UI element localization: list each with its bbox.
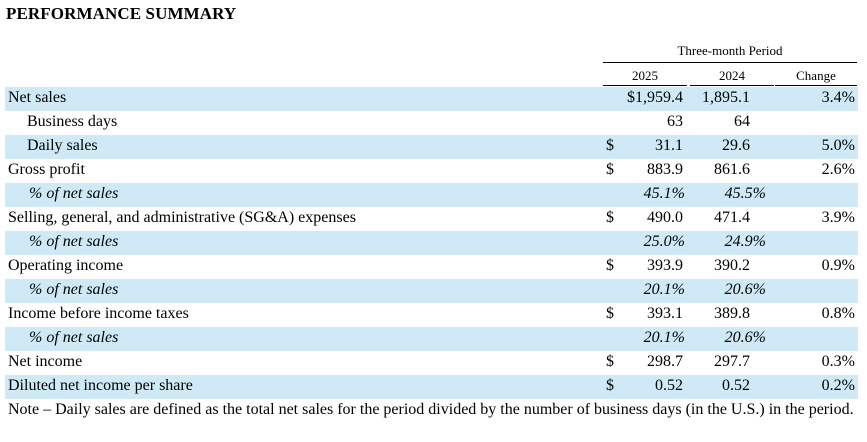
table-row: Gross profit $ 883.9 861.6 2.6% [5, 159, 858, 183]
row-label: Gross profit [8, 161, 85, 178]
dollar-sign: $ [606, 305, 614, 322]
value-2025: 393.9 [647, 257, 683, 274]
column-underline-2024 [690, 85, 774, 86]
column-underline-2025 [603, 85, 687, 86]
value-2024: 390.2 [714, 257, 750, 274]
row-label: % of net sales [29, 233, 119, 250]
row-label: Net sales [8, 89, 67, 106]
value-2025: 298.7 [647, 353, 683, 370]
table-row: % of net sales 20.1% 20.6% [5, 327, 858, 351]
value-2024: 29.6 [722, 137, 750, 154]
row-label: Selling, general, and administrative (SG… [8, 209, 356, 226]
table-row: Selling, general, and administrative (SG… [5, 207, 858, 231]
value-2024: 64 [734, 113, 750, 130]
table-row: % of net sales 45.1% 45.5% [5, 183, 858, 207]
row-label: Operating income [8, 257, 124, 274]
value-2024: 20.6% [724, 281, 766, 298]
value-2025: 393.1 [647, 305, 683, 322]
table-row: Diluted net income per share $ 0.52 0.52… [5, 375, 858, 399]
value-2025: 63 [667, 113, 683, 130]
value-2024: 0.52 [722, 377, 750, 394]
footnote: Note – Daily sales are defined as the to… [8, 401, 854, 418]
value-2024: 389.8 [714, 305, 750, 322]
table-row: Net income $ 298.7 297.7 0.3% [5, 351, 858, 375]
period-divider [603, 62, 857, 63]
row-label: % of net sales [29, 329, 119, 346]
column-underline-change [775, 85, 857, 86]
column-header-2025: 2025 [632, 68, 658, 83]
row-label: % of net sales [29, 281, 119, 298]
value-2024: 297.7 [714, 353, 750, 370]
value-2025: 31.1 [655, 137, 683, 154]
value-2024: 1,895.1 [702, 89, 750, 106]
value-change: 5.0% [821, 137, 855, 154]
row-label: Diluted net income per share [8, 377, 193, 394]
dollar-sign: $ [606, 257, 614, 274]
value-2024: 20.6% [724, 329, 766, 346]
value-2025: 20.1% [643, 281, 685, 298]
value-2025: $1,959.4 [627, 89, 683, 106]
value-2025: 0.52 [655, 377, 683, 394]
table-row: % of net sales 20.1% 20.6% [5, 279, 858, 303]
table-row: Daily sales $ 31.1 29.6 5.0% [5, 135, 858, 159]
value-change: 3.9% [821, 209, 855, 226]
value-change: 0.3% [821, 353, 855, 370]
page-title: PERFORMANCE SUMMARY [6, 4, 237, 23]
value-change: 2.6% [821, 161, 855, 178]
period-header: Three-month Period [677, 43, 783, 58]
summary-table: Net sales $1,959.4 1,895.1 3.4% Business… [5, 87, 858, 399]
table-row: Operating income $ 393.9 390.2 0.9% [5, 255, 858, 279]
value-2024: 471.4 [714, 209, 750, 226]
table-row: % of net sales 25.0% 24.9% [5, 231, 858, 255]
table-row: Business days 63 64 [5, 111, 858, 135]
value-change: 0.9% [821, 257, 855, 274]
table-row: Net sales $1,959.4 1,895.1 3.4% [5, 87, 858, 111]
row-label: Net income [8, 353, 83, 370]
value-2024: 861.6 [714, 161, 750, 178]
value-2024: 24.9% [724, 233, 766, 250]
value-2024: 45.5% [724, 185, 766, 202]
value-change: 0.2% [821, 377, 855, 394]
column-header-change: Change [796, 68, 836, 83]
table-row: Income before income taxes $ 393.1 389.8… [5, 303, 858, 327]
dollar-sign: $ [606, 353, 614, 370]
value-2025: 883.9 [647, 161, 683, 178]
row-label: Business days [27, 113, 118, 130]
dollar-sign: $ [606, 377, 614, 394]
value-change: 3.4% [821, 89, 855, 106]
column-header-2024: 2024 [719, 68, 745, 83]
dollar-sign: $ [606, 161, 614, 178]
row-label: % of net sales [29, 185, 119, 202]
value-2025: 490.0 [647, 209, 683, 226]
value-2025: 20.1% [643, 329, 685, 346]
dollar-sign: $ [606, 209, 614, 226]
value-change: 0.8% [821, 305, 855, 322]
value-2025: 25.0% [643, 233, 685, 250]
row-label: Income before income taxes [8, 305, 189, 322]
row-label: Daily sales [27, 137, 98, 154]
dollar-sign: $ [606, 137, 614, 154]
value-2025: 45.1% [643, 185, 685, 202]
